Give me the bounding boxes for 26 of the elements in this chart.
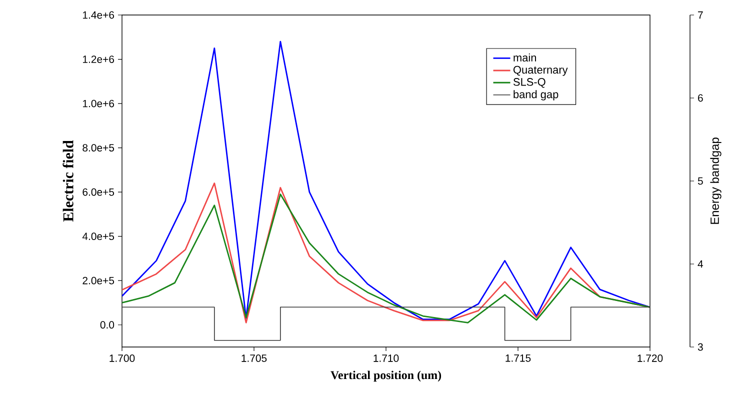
y2-tick-label: 4: [698, 260, 704, 268]
legend-label: band gap: [514, 90, 558, 100]
y-tick-label: 2.0e+5: [82, 276, 114, 284]
legend-label: Quaternary: [513, 66, 568, 76]
x-tick-label: 1.715: [506, 354, 531, 362]
y2-tick-label: 3: [698, 343, 703, 351]
x-tick-label: 1.700: [110, 354, 135, 362]
x-axis-title: Vertical position (um): [330, 370, 442, 382]
y-tick-label: 8.0e+5: [82, 144, 114, 152]
y2-tick-label: 6: [698, 94, 703, 102]
x-tick-label: 1.710: [374, 354, 399, 362]
y-tick-label: 1.4e+6: [82, 11, 114, 19]
legend-label: main: [514, 54, 536, 62]
y2-tick-label: 5: [698, 177, 703, 185]
y-tick-label: 0.0: [100, 321, 114, 329]
y-axis-title: Electric field: [62, 140, 74, 222]
legend-label: SLS-Q: [513, 78, 546, 88]
y-tick-label: 4.0e+5: [82, 232, 114, 240]
y2-axis-title: Energy bandgap: [710, 138, 722, 224]
y2-tick-label: 7: [698, 11, 703, 19]
line-series: [122, 40, 650, 320]
y-tick-label: 6.0e+5: [82, 188, 114, 196]
x-tick-label: 1.705: [242, 354, 267, 362]
y-tick-label: 1.0e+6: [82, 100, 114, 108]
y-tick-label: 1.2e+6: [82, 56, 114, 63]
x-tick-label: 1.720: [638, 354, 663, 362]
